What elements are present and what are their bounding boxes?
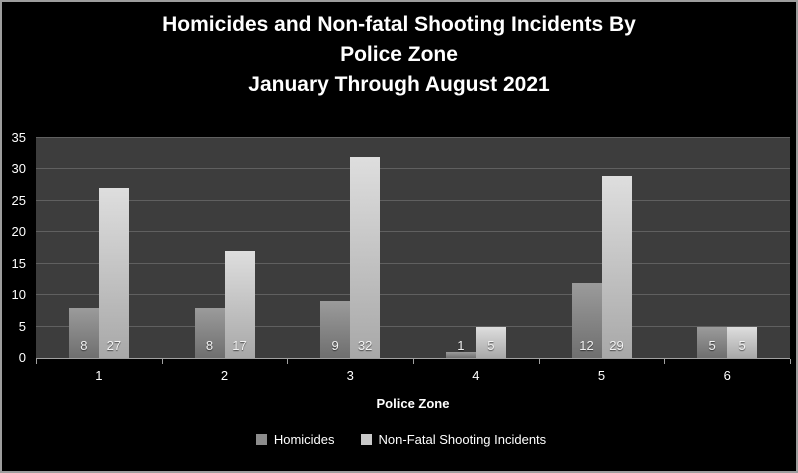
y-tick-label: 35 bbox=[11, 130, 26, 145]
bar-value-label: 17 bbox=[232, 338, 247, 353]
legend-item-homicides: Homicides bbox=[255, 432, 335, 447]
bar-homicides-zone-6 bbox=[697, 326, 728, 358]
x-axis-tick-mark bbox=[538, 359, 540, 364]
gridline bbox=[36, 325, 790, 327]
plot-area: 8 27 8 17 9 32 1 5 12 29 5 5 bbox=[36, 137, 790, 359]
bar-homicides-zone-1 bbox=[68, 307, 99, 358]
bar-value-label: 32 bbox=[357, 338, 373, 353]
gridline bbox=[36, 231, 790, 233]
bar-non-fatal-shooting-incidents-zone-6 bbox=[727, 326, 758, 358]
legend-item-non-fatal-shooting-incidents: Non-Fatal Shooting Incidents bbox=[360, 432, 547, 447]
gridline bbox=[36, 137, 790, 138]
bar-homicides-zone-2 bbox=[194, 307, 225, 358]
x-tick-label: 4 bbox=[472, 368, 480, 383]
bar-non-fatal-shooting-incidents-zone-5 bbox=[601, 175, 632, 358]
y-tick-label: 25 bbox=[11, 192, 26, 208]
x-axis-tick-mark bbox=[287, 359, 289, 364]
bar-value-label: 8 bbox=[80, 338, 88, 353]
bar-value-label: 9 bbox=[331, 338, 339, 353]
legend-label: Homicides bbox=[273, 432, 335, 447]
y-tick-label: 10 bbox=[11, 287, 26, 303]
x-axis-title: Police Zone bbox=[376, 396, 450, 411]
chart-title-line-2: Police Zone bbox=[340, 43, 458, 66]
bar-non-fatal-shooting-incidents-zone-1 bbox=[98, 188, 129, 358]
x-tick-label: 6 bbox=[723, 368, 731, 383]
chart-title-line-3: January Through August 2021 bbox=[248, 73, 550, 96]
y-tick-label: 30 bbox=[11, 161, 26, 177]
x-tick-label: 2 bbox=[220, 368, 229, 383]
x-axis-labels: 1 2 3 4 5 6 bbox=[36, 368, 790, 386]
y-tick-label: 15 bbox=[11, 255, 26, 271]
y-tick-label: 0 bbox=[18, 350, 26, 365]
x-axis-ticks bbox=[36, 359, 791, 365]
bar-value-label: 8 bbox=[205, 338, 214, 353]
legend-swatch bbox=[360, 434, 372, 445]
legend-swatch bbox=[255, 434, 267, 445]
gridline bbox=[36, 199, 790, 201]
bar-homicides-zone-4 bbox=[445, 351, 476, 358]
x-axis-tick-mark bbox=[413, 359, 414, 364]
bar-non-fatal-shooting-incidents-zone-4 bbox=[475, 326, 506, 358]
y-tick-label: 5 bbox=[18, 318, 26, 334]
bar-value-label: 5 bbox=[708, 338, 716, 353]
bar-value-label: 1 bbox=[457, 338, 465, 353]
bar-non-fatal-shooting-incidents-zone-3 bbox=[350, 156, 381, 358]
x-axis-tick-mark bbox=[664, 359, 666, 364]
bar-value-label: 5 bbox=[738, 338, 746, 353]
bar-non-fatal-shooting-incidents-zone-2 bbox=[224, 251, 255, 358]
y-tick-label: 20 bbox=[11, 224, 26, 240]
x-tick-label: 1 bbox=[95, 368, 103, 383]
x-axis-tick-mark bbox=[790, 359, 791, 364]
x-tick-label: 5 bbox=[597, 368, 606, 383]
bar-value-label: 27 bbox=[106, 338, 122, 353]
chart-title: Homicides and Non-fatal Shooting Inciden… bbox=[2, 10, 796, 100]
bar-homicides-zone-3 bbox=[320, 301, 351, 358]
bar-homicides-zone-5 bbox=[571, 282, 602, 358]
gridline bbox=[36, 294, 790, 296]
gridline bbox=[36, 168, 790, 170]
x-tick-label: 3 bbox=[346, 368, 354, 383]
x-axis-tick-mark bbox=[36, 359, 37, 364]
bar-value-label: 12 bbox=[579, 338, 594, 353]
gridline bbox=[36, 262, 790, 264]
bar-value-label: 29 bbox=[609, 338, 624, 353]
chart-title-line-1: Homicides and Non-fatal Shooting Inciden… bbox=[162, 13, 636, 36]
x-axis-tick-mark bbox=[161, 359, 163, 364]
legend-label: Non-Fatal Shooting Incidents bbox=[378, 432, 547, 447]
bar-value-label: 5 bbox=[487, 338, 495, 353]
chart-legend: Homicides Non-Fatal Shooting Incidents bbox=[2, 432, 796, 447]
y-axis-labels: 0 5 10 15 20 25 30 35 bbox=[2, 130, 30, 365]
